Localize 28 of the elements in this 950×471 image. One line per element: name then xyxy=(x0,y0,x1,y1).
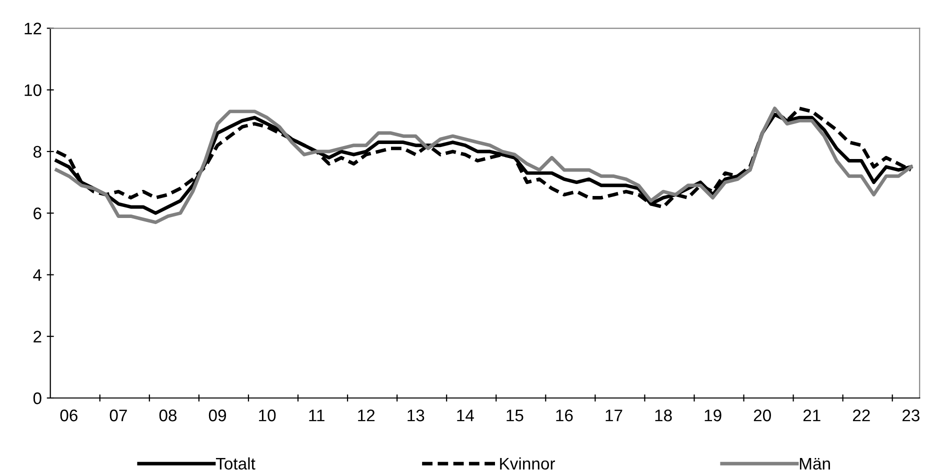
y-tick-label: 0 xyxy=(33,392,42,404)
legend-label: Män xyxy=(800,458,830,470)
x-tick-label: 17 xyxy=(606,410,622,422)
x-tick-label: 19 xyxy=(704,410,722,422)
y-tick-label: 8 xyxy=(33,146,42,158)
y-tick-label: 6 xyxy=(34,208,42,220)
y-tick-label: 2 xyxy=(34,330,42,342)
x-tick-label: 10 xyxy=(259,410,276,422)
x-tick-label: 21 xyxy=(803,410,820,422)
x-tick-label: 13 xyxy=(408,410,424,422)
x-tick-label: 20 xyxy=(754,410,771,422)
x-tick-label: 22 xyxy=(852,410,870,422)
legend-label: Kvinnor xyxy=(500,457,555,470)
x-tick-label: 06 xyxy=(60,410,78,422)
x-tick-label: 18 xyxy=(655,410,672,422)
x-tick-label: 11 xyxy=(309,410,324,422)
y-tick-label: 4 xyxy=(33,269,42,281)
x-tick-label: 12 xyxy=(358,410,375,422)
x-tick-label: 23 xyxy=(902,410,920,422)
x-tick-label: 08 xyxy=(159,410,177,422)
x-tick-label: 15 xyxy=(506,410,524,422)
y-tick-label: 12 xyxy=(24,22,42,34)
y-tick-label: 10 xyxy=(24,84,42,96)
x-tick-label: 16 xyxy=(556,410,573,422)
x-tick-label: 14 xyxy=(457,410,474,422)
x-tick-label: 09 xyxy=(208,410,226,422)
legend-label: Totalt xyxy=(216,457,256,470)
x-tick-label: 07 xyxy=(110,410,127,422)
